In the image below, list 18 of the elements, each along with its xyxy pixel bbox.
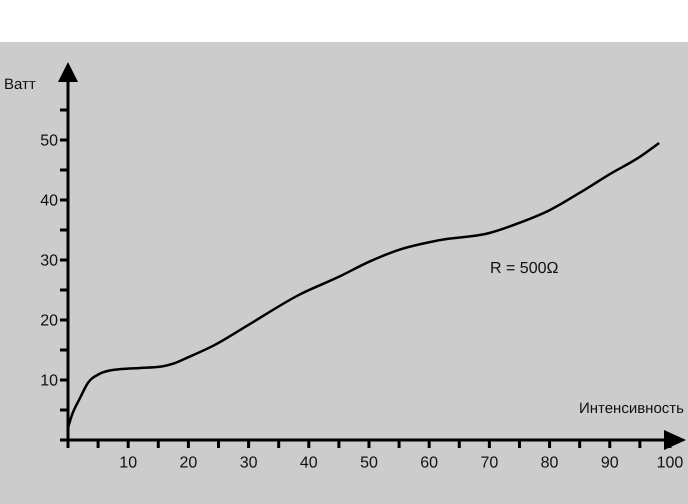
x-tick-label: 80 — [540, 454, 559, 472]
annotation: R = 500Ω — [490, 260, 558, 278]
x-tick-label: 60 — [420, 454, 438, 472]
x-tick-label: 50 — [360, 454, 378, 472]
x-tick-label: 10 — [119, 454, 138, 472]
x-tick-label: 40 — [300, 454, 318, 472]
y-tick-label: 10 — [40, 372, 58, 390]
y-tick-label: 30 — [40, 252, 58, 270]
y-tick-label: 20 — [40, 312, 58, 330]
x-tick-label: 20 — [179, 454, 198, 472]
y-tick-label: 40 — [40, 192, 58, 210]
y-axis-title: Ватт — [4, 76, 36, 93]
x-tick-label: 30 — [240, 454, 258, 472]
x-tick-label: 70 — [480, 454, 498, 472]
y-tick-label: 50 — [40, 132, 58, 150]
x-tick-label: 90 — [600, 454, 619, 472]
x-tick-label: 100 — [656, 454, 684, 472]
x-axis-title: Интенсивность — [578, 400, 684, 417]
